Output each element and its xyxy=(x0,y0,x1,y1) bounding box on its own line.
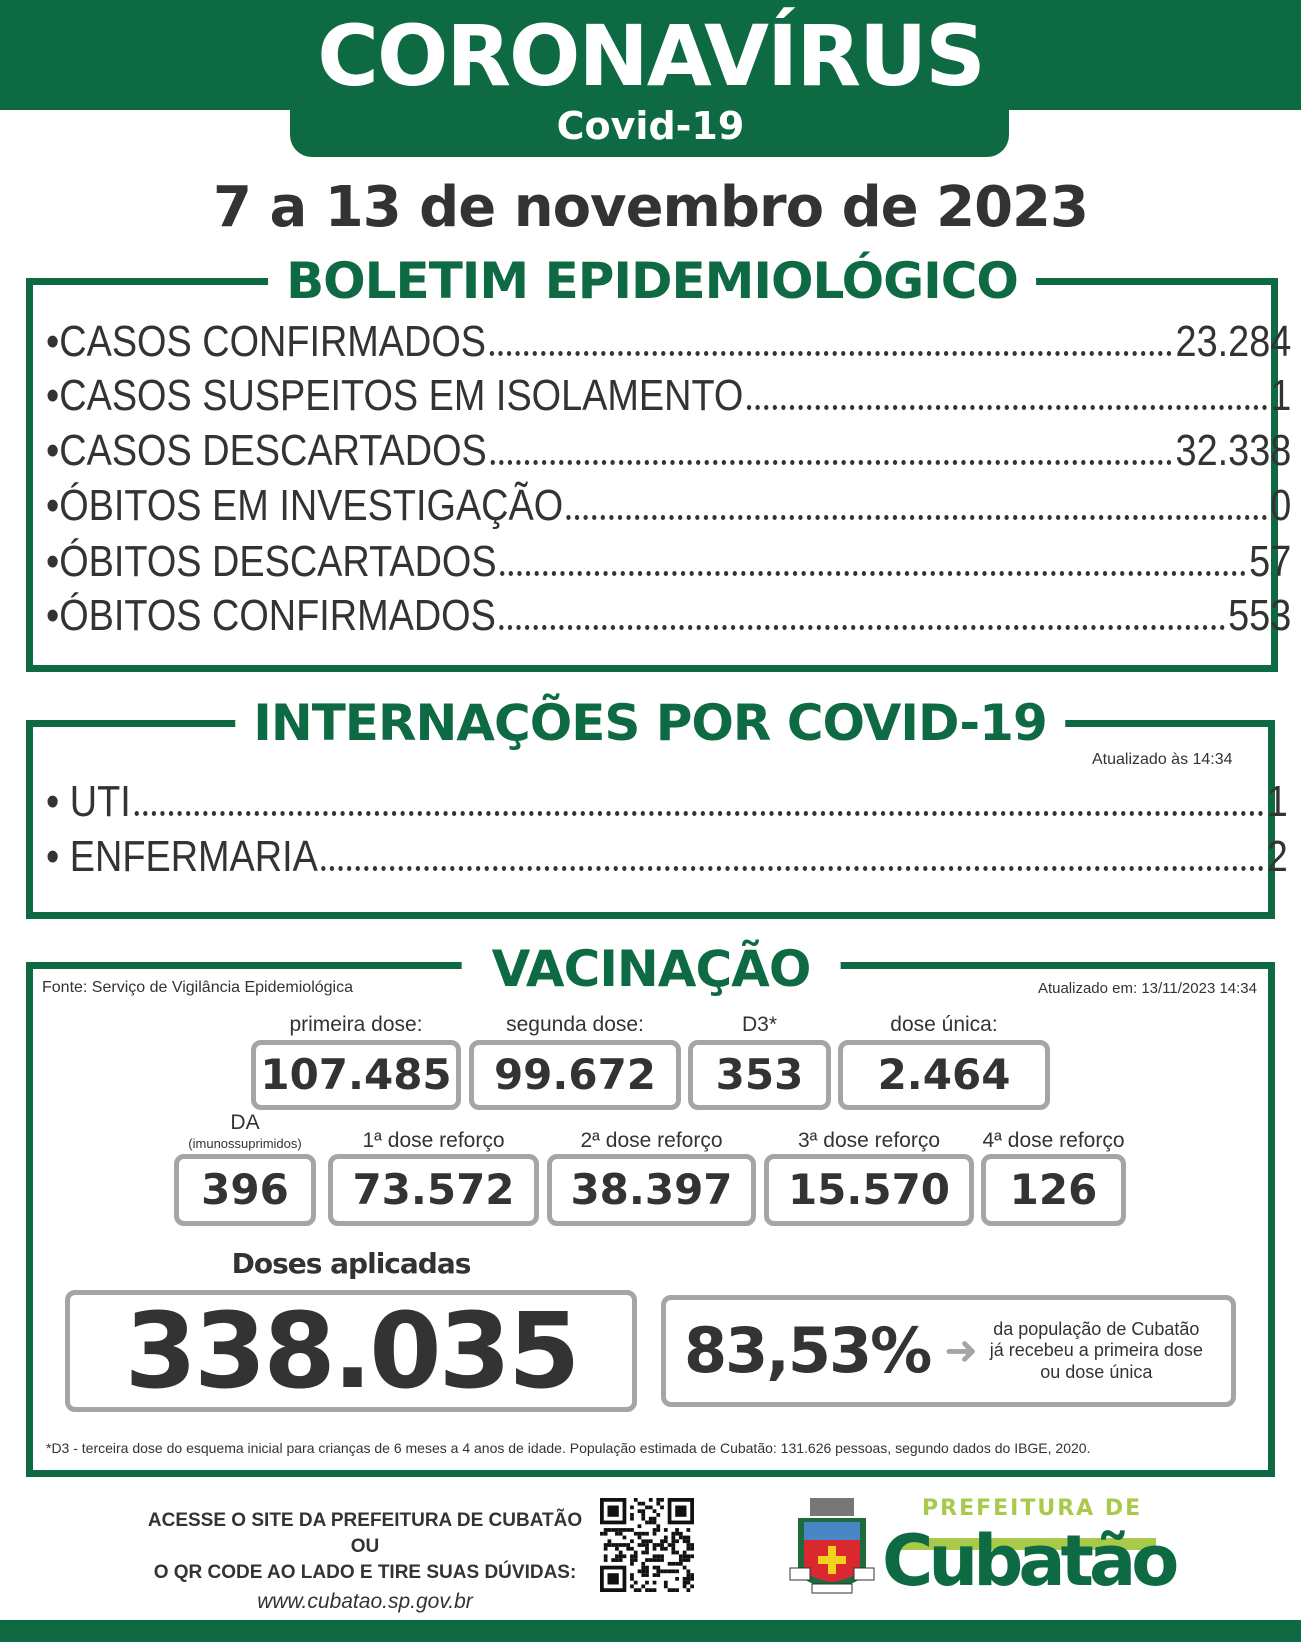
row-label: ÓBITOS CONFIRMADOS xyxy=(59,591,496,640)
footer-text: ACESSE O SITE DA PREFEITURA DE CUBATÃO O… xyxy=(140,1508,590,1616)
row-value: 2 xyxy=(1266,832,1288,881)
row-value: 0 xyxy=(1270,481,1292,530)
footer-band xyxy=(0,1620,1301,1642)
boletim-row: • CASOS DESCARTADOS 32.338 xyxy=(46,429,1291,473)
vacinacao-updated: Atualizado em: 13/11/2023 14:34 xyxy=(1037,980,1257,997)
dose-value: 73.572 xyxy=(328,1154,539,1226)
footnote: *D3 - terceira dose do esquema inicial p… xyxy=(46,1440,1091,1456)
header-tab xyxy=(290,60,1009,157)
bullet-icon: • xyxy=(46,591,60,640)
internacao-row: • ENFERMARIA 2 xyxy=(46,835,1288,879)
bullet-icon: • xyxy=(46,777,70,826)
bullet-icon: • xyxy=(46,481,60,530)
dose-value: 126 xyxy=(981,1154,1126,1226)
internacoes-heading: INTERNAÇÕES POR COVID-19 xyxy=(235,698,1065,748)
row-label: ÓBITOS EM INVESTIGAÇÃO xyxy=(59,481,564,530)
leader-dots xyxy=(490,460,1173,465)
bullet-icon: • xyxy=(46,426,60,475)
row-value: 1 xyxy=(1270,371,1292,420)
row-label: CASOS CONFIRMADOS xyxy=(59,317,487,366)
dose-label: DA xyxy=(230,1111,260,1134)
boletim-row: • CASOS SUSPEITOS EM ISOLAMENTO 1 xyxy=(46,374,1291,418)
dose-value: 353 xyxy=(688,1040,831,1110)
row-label: UTI xyxy=(69,777,131,826)
arrow-right-icon: ➜ xyxy=(944,1328,978,1374)
row-value: 57 xyxy=(1249,537,1292,586)
row-value: 32.338 xyxy=(1175,426,1292,475)
percent-value: 83,53% xyxy=(684,1314,932,1387)
boletim-row: • ÓBITOS DESCARTADOS 57 xyxy=(46,540,1291,584)
row-label: CASOS SUSPEITOS EM ISOLAMENTO xyxy=(59,371,744,420)
row-label: CASOS DESCARTADOS xyxy=(59,426,487,475)
percent-caption-line: já recebeu a primeira dose xyxy=(989,1340,1203,1361)
dose-label: 2ª dose reforço xyxy=(580,1129,723,1152)
dose-label: 1ª dose reforço xyxy=(362,1129,505,1152)
leader-dots xyxy=(566,515,1267,520)
boletim-row: • CASOS CONFIRMADOS 23.284 xyxy=(46,320,1291,364)
site-url[interactable]: www.cubatao.sp.gov.br xyxy=(257,1589,473,1613)
bullet-icon: • xyxy=(46,537,60,586)
doses-total: 338.035 xyxy=(65,1290,637,1412)
city-crest-logo xyxy=(788,1496,876,1594)
page-title: CORONAVÍRUS xyxy=(317,7,985,105)
leader-dots xyxy=(489,351,1173,356)
row-value: 23.284 xyxy=(1175,317,1292,366)
row-value: 553 xyxy=(1228,591,1292,640)
dose-label: 4ª dose reforço xyxy=(982,1129,1125,1152)
dose-value: 107.485 xyxy=(251,1040,461,1110)
row-label: ÓBITOS DESCARTADOS xyxy=(59,537,497,586)
leader-dots xyxy=(134,811,1264,816)
dose-label: segunda dose: xyxy=(506,1013,644,1036)
bullet-icon: • xyxy=(46,317,60,366)
leader-dots xyxy=(500,571,1246,576)
leader-dots xyxy=(499,625,1225,630)
row-value: 1 xyxy=(1266,777,1288,826)
vacinacao-heading: VACINAÇÃO xyxy=(461,944,841,994)
percent-caption-line: da população de Cubatão xyxy=(993,1318,1200,1339)
vacinacao-source: Fonte: Serviço de Vigilância Epidemiológ… xyxy=(42,979,353,996)
dose-label: D3* xyxy=(741,1013,778,1036)
qr-code[interactable] xyxy=(600,1498,694,1592)
bulletin-period: 7 a 13 de novembro de 2023 xyxy=(212,175,1089,240)
logo-cubatao: Cubatão xyxy=(882,1520,1179,1602)
dose-sublabel: (imunossuprimidos) xyxy=(188,1136,302,1151)
logo-prefeitura: PREFEITURA DE xyxy=(922,1496,1143,1521)
dose-value: 99.672 xyxy=(469,1040,681,1110)
row-label: ENFERMARIA xyxy=(69,832,318,881)
percent-box: 83,53% ➜ da população de Cubatão já rece… xyxy=(661,1295,1236,1407)
dose-value: 396 xyxy=(174,1154,316,1226)
dose-value: 38.397 xyxy=(547,1154,756,1226)
boletim-heading: BOLETIM EPIDEMIOLÓGICO xyxy=(268,256,1036,306)
dose-value: 15.570 xyxy=(764,1154,974,1226)
dose-value: 2.464 xyxy=(838,1040,1050,1110)
logo-stripe xyxy=(900,1538,1156,1550)
page-subtitle: Covid-19 xyxy=(556,104,745,148)
leader-dots xyxy=(746,405,1267,410)
footer-line: ACESSE O SITE DA PREFEITURA DE CUBATÃO O… xyxy=(147,1510,583,1558)
internacao-row: • UTI 1 xyxy=(46,780,1288,824)
percent-caption: da população de Cubatão já recebeu a pri… xyxy=(990,1319,1203,1384)
dose-label: primeira dose: xyxy=(289,1013,423,1036)
doses-label: Doses aplicadas xyxy=(231,1247,472,1280)
bullet-icon: • xyxy=(46,832,70,881)
dose-label: dose única: xyxy=(890,1013,998,1036)
footer-line: O QR CODE AO LADO E TIRE SUAS DÚVIDAS: xyxy=(153,1562,577,1584)
leader-dots xyxy=(321,866,1264,871)
percent-caption-line: ou dose única xyxy=(1040,1361,1153,1382)
boletim-row: • ÓBITOS EM INVESTIGAÇÃO 0 xyxy=(46,484,1291,528)
boletim-row: • ÓBITOS CONFIRMADOS 553 xyxy=(46,594,1291,638)
dose-label: 3ª dose reforço xyxy=(797,1129,941,1152)
internacoes-updated: Atualizado às 14:34 xyxy=(1092,751,1233,768)
bullet-icon: • xyxy=(46,371,60,420)
